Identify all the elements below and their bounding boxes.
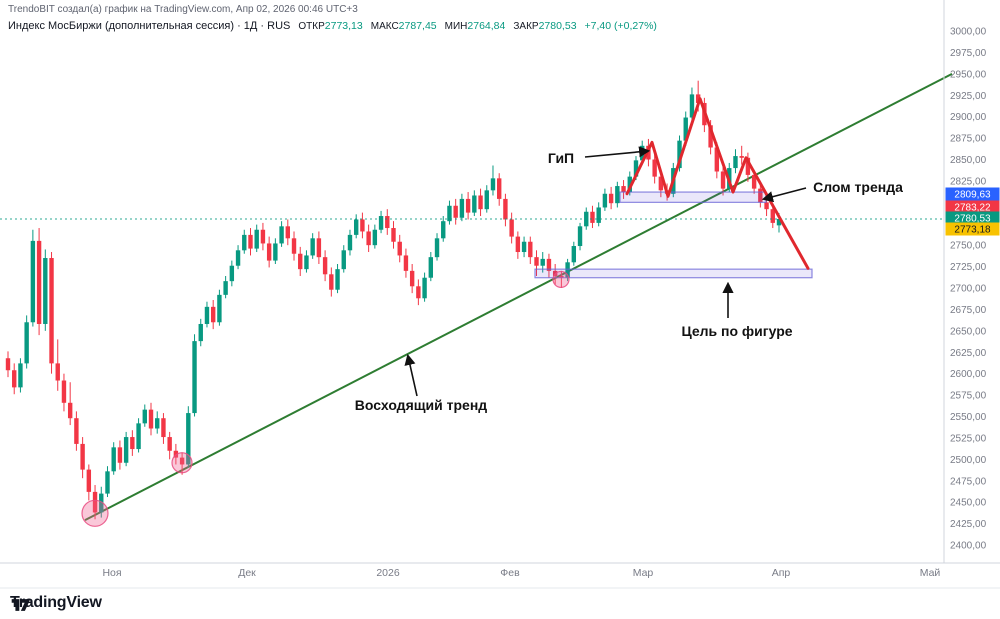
svg-text:2550,00: 2550,00 bbox=[950, 412, 987, 423]
month-label: Дек bbox=[238, 567, 256, 579]
svg-text:2750,00: 2750,00 bbox=[950, 241, 987, 252]
svg-text:2450,00: 2450,00 bbox=[950, 498, 987, 509]
brand-text: TradingView bbox=[10, 594, 102, 611]
head-and-shoulders-line[interactable] bbox=[625, 97, 810, 270]
high-label: МАКС bbox=[370, 21, 399, 32]
neckline-zone bbox=[619, 191, 767, 203]
svg-text:2625,00: 2625,00 bbox=[950, 348, 987, 359]
pattern-zones[interactable] bbox=[534, 191, 813, 279]
trendline[interactable] bbox=[84, 72, 953, 522]
price-tag bbox=[945, 222, 1000, 236]
svg-text:2900,00: 2900,00 bbox=[950, 112, 987, 123]
annotations: ГиП Слом тренда Цель по фигуре Восходящий т… bbox=[355, 146, 903, 413]
low-label: МИН bbox=[444, 21, 468, 32]
low-value: 2764,84 bbox=[467, 20, 506, 32]
target-zone bbox=[534, 268, 813, 279]
month-label: Апр bbox=[772, 567, 791, 579]
close-label: ЗАКР bbox=[513, 21, 539, 32]
symbol-title[interactable]: Индекс МосБиржи (дополнительная сессия) … bbox=[8, 20, 291, 32]
annotation-text: ГиП bbox=[548, 150, 574, 166]
price-tag bbox=[945, 211, 1000, 225]
change-value: +7,40 (+0,27%) bbox=[584, 20, 657, 32]
annotation-arrow bbox=[761, 187, 807, 203]
month-label: Ноя bbox=[102, 567, 121, 579]
price-axis[interactable]: 2400,00 2425,00 2450,00 2475,00 2500,00 2525,… bbox=[950, 27, 987, 552]
high-value: 2787,45 bbox=[398, 20, 437, 32]
price-tag bbox=[945, 187, 1000, 201]
svg-text:2475,00: 2475,00 bbox=[950, 476, 987, 487]
tradingview-mark-icon bbox=[11, 599, 31, 611]
svg-text:2809,63: 2809,63 bbox=[954, 190, 991, 201]
svg-text:2425,00: 2425,00 bbox=[950, 519, 987, 530]
month-label: Фев bbox=[500, 567, 520, 579]
svg-text:2600,00: 2600,00 bbox=[950, 369, 987, 380]
trendline-touch-circles bbox=[81, 270, 570, 527]
svg-text:2773,18: 2773,18 bbox=[954, 225, 991, 236]
tradingview-logo[interactable]: TradingView bbox=[10, 594, 102, 612]
svg-text:2875,00: 2875,00 bbox=[950, 134, 987, 145]
open-label: ОТКР bbox=[298, 21, 325, 32]
annotation-text: Восходящий тренд bbox=[355, 397, 488, 413]
svg-text:2850,00: 2850,00 bbox=[950, 155, 987, 166]
svg-text:2575,00: 2575,00 bbox=[950, 391, 987, 402]
svg-text:2500,00: 2500,00 bbox=[950, 455, 987, 466]
candlesticks bbox=[5, 80, 782, 520]
svg-text:2725,00: 2725,00 bbox=[950, 262, 987, 273]
close-value: 2780,53 bbox=[538, 20, 577, 32]
symbol-legend: Индекс МосБиржи (дополнительная сессия) … bbox=[8, 20, 657, 32]
annotation-text: Цель по фигуре bbox=[681, 323, 792, 339]
svg-text:2525,00: 2525,00 bbox=[950, 433, 987, 444]
month-label: 2026 bbox=[376, 567, 400, 579]
open-value: 2773,13 bbox=[324, 20, 363, 32]
svg-text:2975,00: 2975,00 bbox=[950, 48, 987, 59]
month-label: Мар bbox=[633, 567, 654, 579]
annotation-arrow bbox=[584, 146, 651, 158]
month-label: Май bbox=[920, 567, 941, 579]
svg-text:2700,00: 2700,00 bbox=[950, 284, 987, 295]
svg-text:2825,00: 2825,00 bbox=[950, 176, 987, 187]
annotation-arrow bbox=[404, 353, 418, 397]
svg-text:2783,22: 2783,22 bbox=[954, 203, 991, 214]
svg-text:3000,00: 3000,00 bbox=[950, 27, 987, 38]
attribution-text: TrendoBIT создал(а) график на TradingVie… bbox=[8, 4, 358, 15]
svg-text:2400,00: 2400,00 bbox=[950, 541, 987, 552]
svg-text:2950,00: 2950,00 bbox=[950, 69, 987, 80]
svg-text:2675,00: 2675,00 bbox=[950, 305, 987, 316]
time-axis[interactable]: Ноя Дек 2026 Фев Мар Апр Май bbox=[102, 567, 940, 579]
svg-text:2780,53: 2780,53 bbox=[954, 214, 991, 225]
price-tag bbox=[945, 200, 1000, 214]
svg-text:2650,00: 2650,00 bbox=[950, 326, 987, 337]
svg-text:2925,00: 2925,00 bbox=[950, 91, 987, 102]
annotation-text: Слом тренда bbox=[813, 179, 903, 195]
